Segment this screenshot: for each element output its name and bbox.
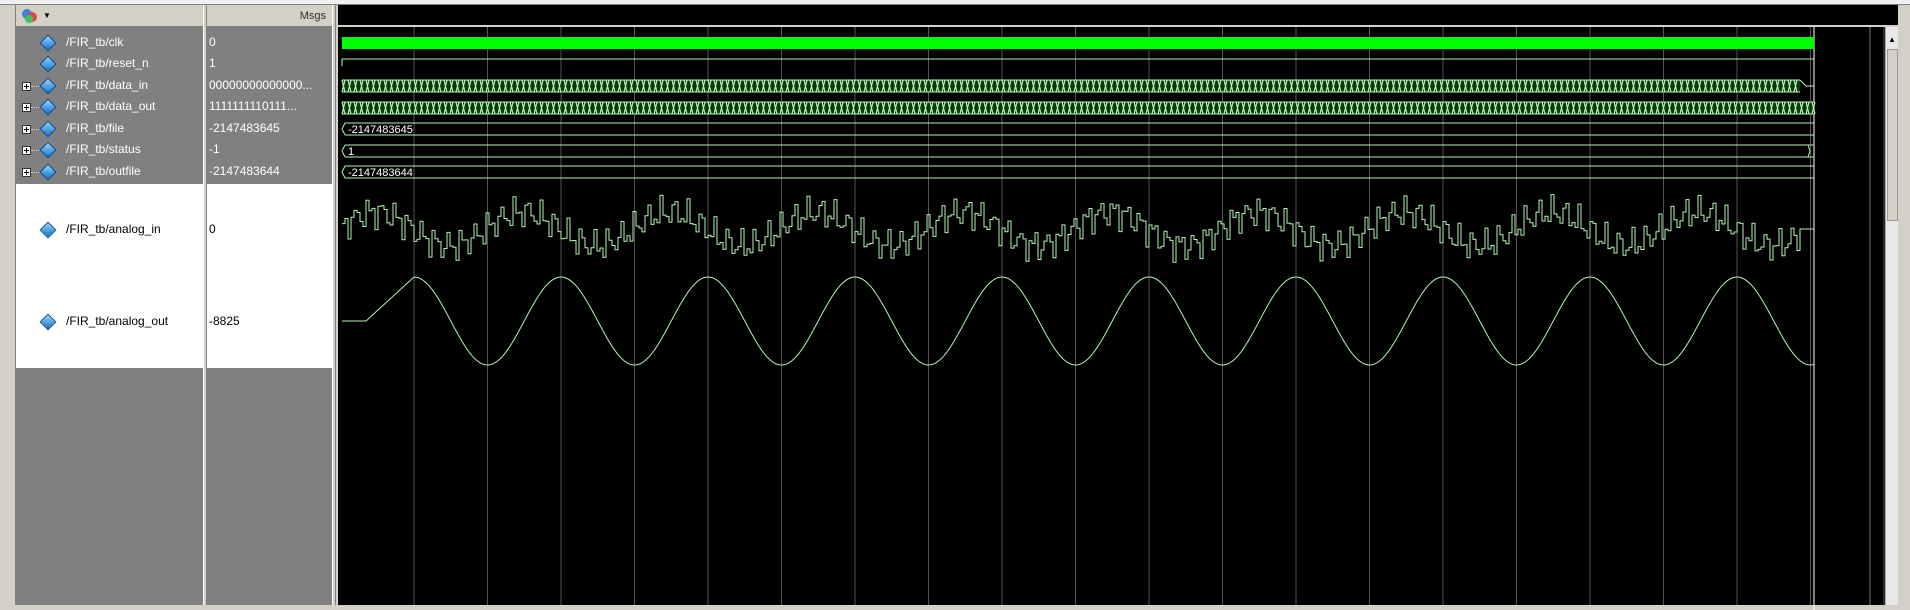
signal-row[interactable]: /FIR_tb/reset_n <box>16 54 203 75</box>
clk-wave <box>342 37 1814 49</box>
signal-diamond-icon <box>39 55 57 73</box>
signal-value: -2147483645 <box>209 121 280 135</box>
value-row: 1111111110111... <box>207 97 332 118</box>
status-wave-label: 1 <box>348 146 354 158</box>
signal-diamond-icon <box>39 221 57 239</box>
signal-name: /FIR_tb/status <box>66 142 141 156</box>
file-wave-edge <box>341 122 346 136</box>
signal-name: /FIR_tb/clk <box>66 35 124 49</box>
tree-line <box>31 150 41 151</box>
data-in-tail <box>1799 79 1814 87</box>
signal-diamond-icon <box>39 120 57 138</box>
value-row: -2147483645 <box>207 119 332 140</box>
expand-icon[interactable] <box>22 125 31 134</box>
data-out-wave <box>342 102 1814 114</box>
expand-icon[interactable] <box>22 146 31 155</box>
signal-row[interactable]: /FIR_tb/outfile <box>16 162 203 183</box>
value-row: -2147483644 <box>207 162 332 183</box>
signal-value: -1 <box>209 142 220 156</box>
signal-values-pane: Msgs 0 1 00000000000000... 1111111110111...… <box>207 5 332 605</box>
signal-diamond-icon <box>39 98 57 116</box>
signal-diamond-icon <box>39 313 57 331</box>
signal-row[interactable]: /FIR_tb/data_in <box>16 76 203 97</box>
signal-row[interactable]: /FIR_tb/clk <box>16 33 203 54</box>
signal-name: /FIR_tb/analog_out <box>66 314 169 328</box>
signal-names-pane: ▼ /FIR_tb/clk/FIR_tb/reset_n/FIR_tb/data… <box>16 5 203 605</box>
value-row: 0 <box>207 33 332 54</box>
tree-line <box>31 129 41 130</box>
names-header: ▼ <box>16 5 203 27</box>
status-wave-edge <box>341 144 346 158</box>
signal-name: /FIR_tb/outfile <box>66 164 141 178</box>
value-row: -1 <box>207 140 332 161</box>
values-header: Msgs <box>207 5 332 27</box>
signal-value: 1 <box>209 56 216 70</box>
left-edge <box>0 5 16 605</box>
signal-name: /FIR_tb/data_out <box>66 99 156 113</box>
value-row: -8825 <box>207 276 332 368</box>
tree-line <box>31 172 41 173</box>
signal-row[interactable]: /FIR_tb/analog_out <box>16 276 203 368</box>
signal-value: 0 <box>209 222 216 236</box>
reset-wave <box>341 58 1814 66</box>
signal-value: -8825 <box>209 314 240 328</box>
chevron-down-icon[interactable]: ▼ <box>43 11 51 20</box>
waveform-canvas[interactable]: -2147483645 1 -2147483644 <box>338 27 1886 610</box>
status-transition <box>1807 144 1811 158</box>
wave-pane[interactable]: -2147483645 1 -2147483644 ▲ <box>338 5 1898 610</box>
expand-icon[interactable] <box>22 168 31 177</box>
expand-icon[interactable] <box>22 82 31 91</box>
signal-value: 0 <box>209 35 216 49</box>
outfile-wave-edge <box>341 165 346 179</box>
data-out-wave-transitions <box>341 101 1816 115</box>
signal-name: /FIR_tb/reset_n <box>66 56 149 70</box>
tree-line <box>31 86 41 87</box>
signal-value: 00000000000000... <box>209 78 313 92</box>
value-row: 00000000000000... <box>207 76 332 97</box>
expand-icon[interactable] <box>22 103 31 112</box>
signal-diamond-icon <box>39 141 57 159</box>
outfile-wave-label: -2147483644 <box>348 167 413 179</box>
signal-row[interactable]: /FIR_tb/analog_in <box>16 184 203 276</box>
signal-diamond-icon <box>39 34 57 52</box>
scroll-thumb[interactable] <box>1887 49 1898 221</box>
signal-name: /FIR_tb/analog_in <box>66 222 161 236</box>
file-wave-label: -2147483645 <box>348 124 413 136</box>
names-splitter[interactable] <box>203 5 207 605</box>
signal-diamond-icon <box>39 163 57 181</box>
layout-icon[interactable] <box>20 8 40 24</box>
signal-name: /FIR_tb/file <box>66 121 125 135</box>
data-in-wave <box>342 80 1800 92</box>
value-row: 1 <box>207 54 332 75</box>
top-strip <box>0 0 1910 5</box>
signal-value: 1111111110111... <box>209 99 297 113</box>
data-in-wave-transitions <box>341 79 1798 93</box>
scroll-up-icon[interactable]: ▲ <box>1888 35 1896 44</box>
tree-line <box>31 107 41 108</box>
msgs-label: Msgs <box>299 10 326 22</box>
vertical-scrollbar[interactable]: ▲ <box>1885 27 1898 605</box>
value-row: 0 <box>207 184 332 276</box>
values-splitter[interactable] <box>332 5 336 605</box>
signal-name: /FIR_tb/data_in <box>66 78 149 92</box>
signal-value: -2147483644 <box>209 164 280 178</box>
analog-in-wave <box>342 194 1814 263</box>
wave-header <box>338 5 1898 27</box>
analog-out-wave <box>342 276 1815 366</box>
signal-row[interactable]: /FIR_tb/file <box>16 119 203 140</box>
signal-row[interactable]: /FIR_tb/status <box>16 140 203 161</box>
signal-row[interactable]: /FIR_tb/data_out <box>16 97 203 118</box>
signal-diamond-icon <box>39 77 57 95</box>
